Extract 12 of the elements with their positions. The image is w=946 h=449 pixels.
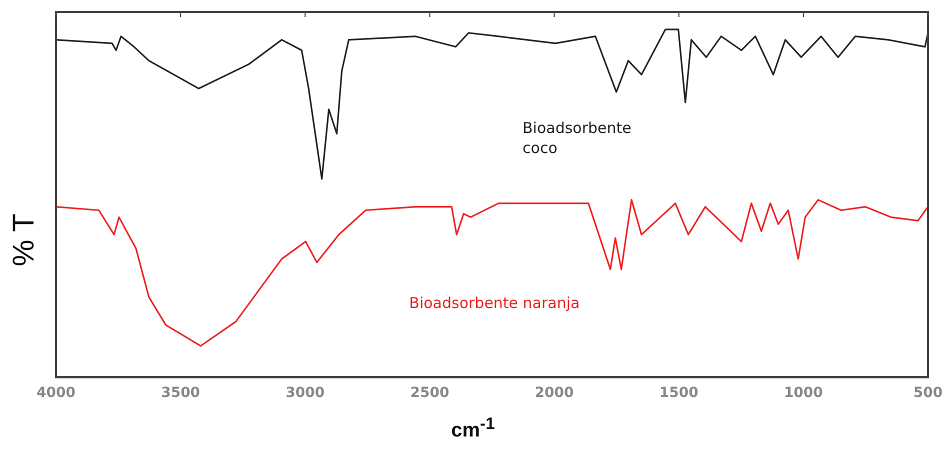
x-tick-label: 2000 <box>534 385 574 402</box>
text: Bioadsorbente naranja <box>409 294 580 312</box>
x-tick-label: 3500 <box>161 385 200 402</box>
x-tick-label: 3000 <box>286 385 325 402</box>
x-axis-title: cm$^{-1}$ <box>450 414 496 443</box>
x-tick-label: 1000 <box>784 385 824 402</box>
x-tick-label: 1500 <box>659 385 699 402</box>
x-tick-label: 4000 <box>36 385 76 402</box>
text: Bioadsorbente coco <box>522 118 632 157</box>
x-tick-label: 500 <box>913 385 943 402</box>
x-tick-label: 2500 <box>410 385 450 402</box>
y-axis-title: % T <box>7 214 42 266</box>
